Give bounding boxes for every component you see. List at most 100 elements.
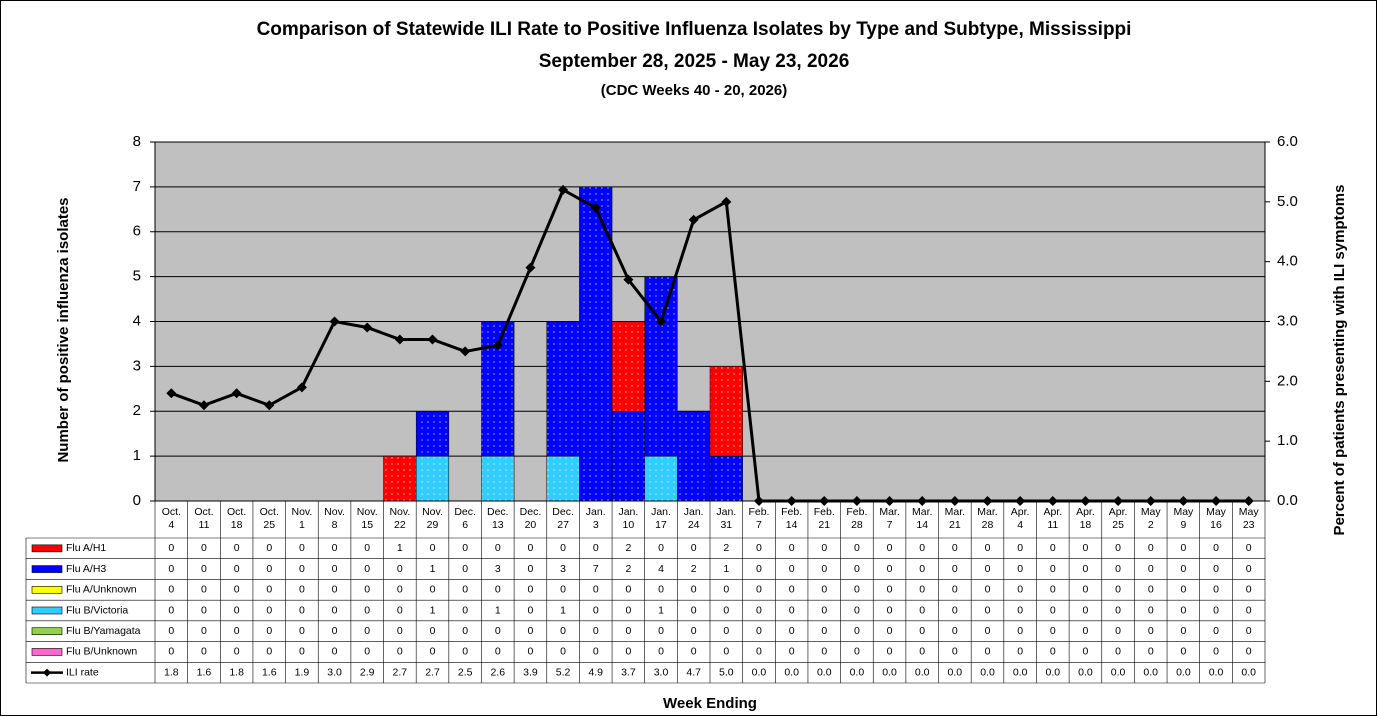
table-cell: 0 <box>1017 542 1023 554</box>
table-cell: 0 <box>1050 646 1056 658</box>
table-cell: 0 <box>1246 563 1252 575</box>
table-cell: 0 <box>1246 584 1252 596</box>
x-tick-label: Mar. 21 <box>945 506 965 531</box>
table-cell: 0 <box>756 563 762 575</box>
table-cell: 4 <box>658 563 664 575</box>
table-cell: 0 <box>691 646 697 658</box>
line-marker <box>590 202 601 213</box>
table-cell: 0.0 <box>784 666 799 678</box>
table-cell: 1 <box>723 563 729 575</box>
table-cell: 0 <box>201 604 207 616</box>
table-cell: 2 <box>625 563 631 575</box>
bar <box>709 455 743 502</box>
table-cell: 2.9 <box>360 666 375 678</box>
table-cell: 0 <box>1083 625 1089 637</box>
table-cell: 1.6 <box>197 666 212 678</box>
table-cell: 1.8 <box>229 666 244 678</box>
table-cell: 0 <box>593 646 599 658</box>
x-tick-label: May 23 <box>1239 506 1260 531</box>
table-cell: 3 <box>560 563 566 575</box>
table-cell: 0 <box>234 563 240 575</box>
legend-key <box>31 627 63 636</box>
chart-subtitle: (CDC Weeks 40 - 20, 2026) <box>601 82 787 99</box>
table-cell: 0 <box>593 542 599 554</box>
table-cell: 0 <box>1050 584 1056 596</box>
x-tick-label: May 2 <box>1141 506 1162 531</box>
table-cell: 0 <box>168 604 174 616</box>
table-cell: 0 <box>1017 563 1023 575</box>
table-cell: 0 <box>462 625 468 637</box>
table-cell: 0 <box>364 542 370 554</box>
table-cell: 0 <box>1213 604 1219 616</box>
chart-subtitle: September 28, 2025 - May 23, 2026 <box>539 51 850 72</box>
table-cell: 0 <box>985 646 991 658</box>
table-cell: 0.0 <box>948 666 963 678</box>
legend-label: Flu A/H1 <box>66 542 106 554</box>
table-cell: 0 <box>625 625 631 637</box>
line-marker <box>329 316 340 327</box>
table-cell: 0.0 <box>1143 666 1158 678</box>
line-marker <box>688 214 699 225</box>
table-cell: 7 <box>593 563 599 575</box>
line-marker <box>198 400 209 411</box>
x-tick-label: Nov. 15 <box>357 506 378 531</box>
table-cell: 0 <box>168 542 174 554</box>
table-cell: 0 <box>789 584 795 596</box>
line-marker <box>623 274 634 285</box>
table-cell: 0 <box>854 604 860 616</box>
bar <box>611 321 645 412</box>
table-cell: 1.6 <box>262 666 277 678</box>
bar <box>644 455 678 502</box>
table-cell: 0 <box>1083 604 1089 616</box>
table-cell: 0 <box>332 625 338 637</box>
table-cell: 0 <box>201 625 207 637</box>
table-cell: 0 <box>756 646 762 658</box>
line-marker <box>427 334 438 345</box>
table-cell: 0 <box>985 563 991 575</box>
table-cell: 2.7 <box>393 666 408 678</box>
bar <box>546 455 580 502</box>
table-cell: 0 <box>952 563 958 575</box>
table-cell: 0 <box>821 646 827 658</box>
bar <box>383 455 417 502</box>
table-cell: 5.0 <box>719 666 734 678</box>
table-cell: 0 <box>397 584 403 596</box>
line-marker <box>525 262 536 273</box>
bar <box>677 411 711 502</box>
table-cell: 0 <box>495 646 501 658</box>
table-cell: 0 <box>1115 625 1121 637</box>
y-tick-label: 2 <box>133 402 141 419</box>
y-tick-label: 6 <box>133 223 141 240</box>
table-cell: 0 <box>593 625 599 637</box>
table-cell: 0 <box>985 625 991 637</box>
x-tick-label: Apr. 25 <box>1109 506 1128 531</box>
y-tick-label: 3 <box>133 357 141 374</box>
table-cell: 0.0 <box>980 666 995 678</box>
x-tick-label: Feb. 21 <box>814 506 835 531</box>
table-cell: 0 <box>201 563 207 575</box>
table-cell: 0 <box>1246 625 1252 637</box>
table-cell: 0 <box>593 604 599 616</box>
table-cell: 0 <box>495 625 501 637</box>
table-cell: 0 <box>919 584 925 596</box>
table-cell: 4.7 <box>686 666 701 678</box>
table-cell: 0 <box>1148 604 1154 616</box>
table-cell: 0 <box>462 646 468 658</box>
table-cell: 0 <box>1083 646 1089 658</box>
line-marker <box>166 388 177 399</box>
y-tick-label: 1 <box>133 447 141 464</box>
table-cell: 0.0 <box>1078 666 1093 678</box>
table-cell: 0 <box>1213 625 1219 637</box>
table-cell: 0.0 <box>915 666 930 678</box>
chart-title: Comparison of Statewide ILI Rate to Posi… <box>257 19 1132 40</box>
table-cell: 0 <box>168 563 174 575</box>
table-cell: 0 <box>266 542 272 554</box>
table-cell: 0 <box>528 625 534 637</box>
table-cell: 0 <box>462 604 468 616</box>
table-cell: 0 <box>985 584 991 596</box>
x-tick-label: Feb. 14 <box>781 506 802 531</box>
y-tick-label: 7 <box>133 178 141 195</box>
table-cell: 0 <box>625 604 631 616</box>
table-cell: 0 <box>1180 604 1186 616</box>
x-tick-label: May 9 <box>1173 506 1194 531</box>
